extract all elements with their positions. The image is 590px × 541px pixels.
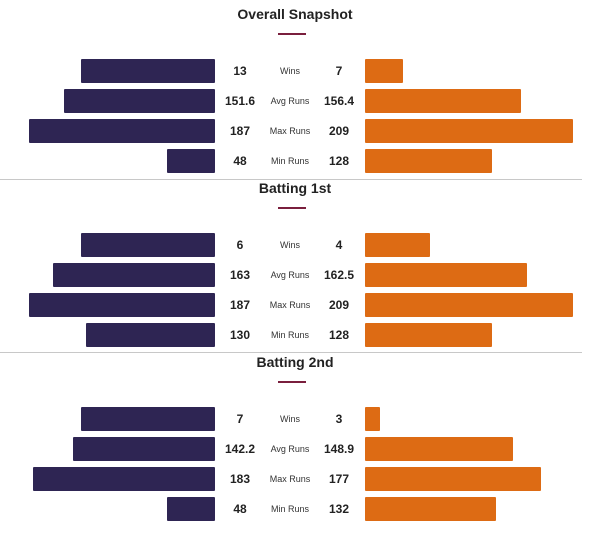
metric-label: Min Runs: [270, 156, 309, 166]
stat-row-max-runs: 183 Max Runs 177: [0, 467, 590, 491]
metric-label: Max Runs: [269, 126, 311, 136]
team-b-bar: [365, 89, 521, 113]
team-a-value: 48: [233, 502, 247, 516]
team-a-bar: [81, 233, 215, 257]
team-a-bar: [167, 497, 215, 521]
stat-row-avg-runs: 151.6 Avg Runs 156.4: [0, 89, 590, 113]
team-a-bar: [29, 293, 215, 317]
team-b-bar: [365, 293, 573, 317]
team-a-bar: [86, 323, 215, 347]
team-b-bar: [365, 497, 496, 521]
section-overall-snapshot: Overall Snapshot 13 Wins 7 151.6 Avg Runs 156.…: [0, 6, 590, 178]
stat-row-avg-runs: 163 Avg Runs 162.5: [0, 263, 590, 287]
team-b-value: 3: [335, 412, 343, 426]
section-batting-2nd: Batting 2nd 7 Wins 3 142.2 Avg Runs 148.9 183 Ma…: [0, 354, 590, 526]
metric-label: Max Runs: [269, 300, 311, 310]
team-a-bar: [64, 89, 215, 113]
team-b-bar: [365, 467, 541, 491]
title-underline: [278, 33, 306, 35]
team-b-bar: [365, 323, 492, 347]
stat-row-avg-runs: 142.2 Avg Runs 148.9: [0, 437, 590, 461]
team-b-bar: [365, 119, 573, 143]
metric-label: Max Runs: [269, 474, 311, 484]
metric-label: Avg Runs: [270, 444, 310, 454]
stat-row-wins: 7 Wins 3: [0, 407, 590, 431]
metric-label: Wins: [280, 240, 300, 250]
title-underline: [278, 381, 306, 383]
metric-label: Min Runs: [270, 330, 309, 340]
metric-label: Avg Runs: [270, 96, 310, 106]
team-b-bar: [365, 263, 527, 287]
section-title: Batting 2nd: [256, 354, 334, 370]
team-a-bar: [81, 59, 215, 83]
metric-label: Min Runs: [270, 504, 309, 514]
stat-row-max-runs: 187 Max Runs 209: [0, 119, 590, 143]
team-b-value: 132: [328, 502, 350, 516]
team-b-value: 209: [328, 298, 350, 312]
team-b-bar: [365, 407, 380, 431]
team-a-bar: [53, 263, 215, 287]
team-b-bar: [365, 233, 430, 257]
team-a-value: 183: [229, 472, 251, 486]
section-title: Overall Snapshot: [237, 6, 353, 22]
team-b-bar: [365, 437, 513, 461]
stat-row-max-runs: 187 Max Runs 209: [0, 293, 590, 317]
section-divider: [0, 352, 582, 353]
section-divider: [0, 179, 582, 180]
team-a-value: 7: [236, 412, 244, 426]
title-underline: [278, 207, 306, 209]
section-title: Batting 1st: [258, 180, 332, 196]
team-b-bar: [365, 149, 492, 173]
team-a-value: 48: [233, 154, 247, 168]
team-b-value: 4: [335, 238, 343, 252]
team-b-value: 128: [328, 328, 350, 342]
team-a-bar: [167, 149, 215, 173]
team-a-bar: [33, 467, 215, 491]
stat-row-min-runs: 48 Min Runs 132: [0, 497, 590, 521]
team-a-value: 187: [229, 298, 251, 312]
stat-row-min-runs: 48 Min Runs 128: [0, 149, 590, 173]
team-a-value: 13: [233, 64, 247, 78]
team-b-value: 128: [328, 154, 350, 168]
team-b-value: 209: [328, 124, 350, 138]
stat-row-wins: 13 Wins 7: [0, 59, 590, 83]
stat-row-wins: 6 Wins 4: [0, 233, 590, 257]
team-a-bar: [73, 437, 215, 461]
section-batting-1st: Batting 1st 6 Wins 4 163 Avg Runs 162.5 187 Max …: [0, 180, 590, 352]
team-a-value: 163: [229, 268, 251, 282]
metric-label: Avg Runs: [270, 270, 310, 280]
team-a-value: 142.2: [224, 442, 256, 456]
team-b-value: 162.5: [323, 268, 355, 282]
metric-label: Wins: [280, 414, 300, 424]
team-a-value: 151.6: [224, 94, 256, 108]
team-a-value: 187: [229, 124, 251, 138]
metric-label: Wins: [280, 66, 300, 76]
team-a-bar: [29, 119, 215, 143]
team-a-value: 6: [236, 238, 244, 252]
team-b-value: 156.4: [323, 94, 355, 108]
team-a-value: 130: [229, 328, 251, 342]
team-a-bar: [81, 407, 215, 431]
team-b-bar: [365, 59, 403, 83]
team-b-value: 148.9: [323, 442, 355, 456]
team-b-value: 7: [335, 64, 343, 78]
stat-row-min-runs: 130 Min Runs 128: [0, 323, 590, 347]
team-b-value: 177: [328, 472, 350, 486]
